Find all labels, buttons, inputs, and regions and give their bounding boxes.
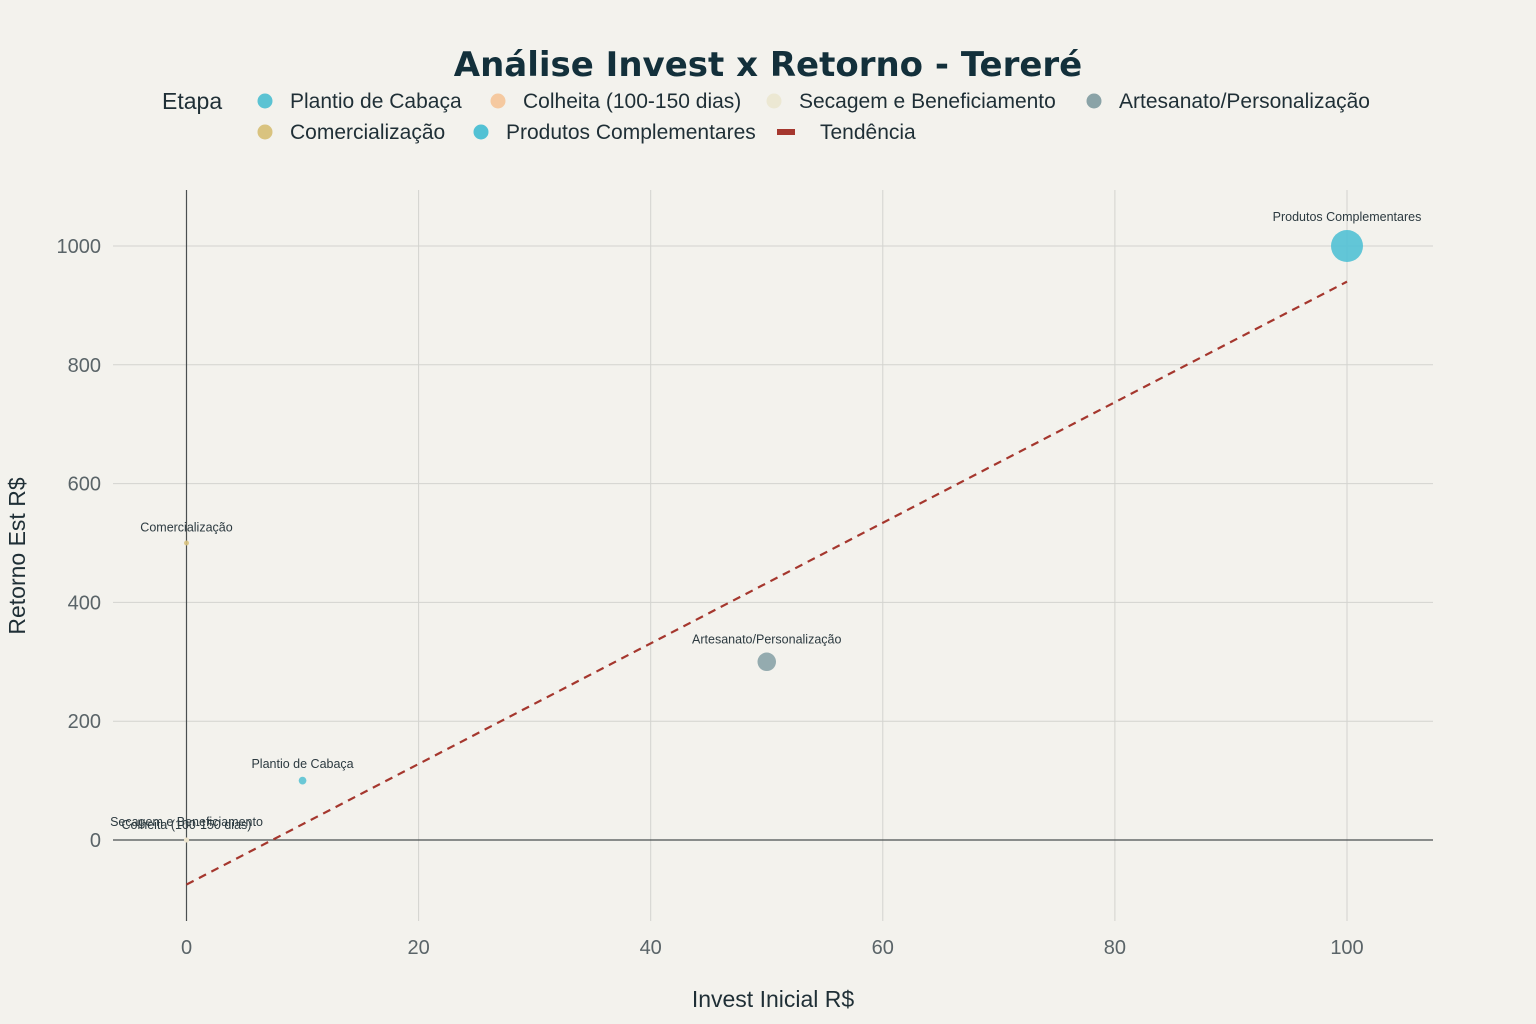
x-tick-label: 40: [640, 937, 662, 959]
legend-marker: [490, 93, 506, 109]
chart-title: Análise Invest x Retorno - Tereré: [454, 45, 1082, 85]
legend-label: Colheita (100-150 dias): [523, 90, 741, 113]
x-tick-label: 0: [181, 937, 192, 959]
points-layer: [184, 230, 1363, 843]
data-point: [1331, 230, 1363, 262]
legend-marker: [257, 124, 273, 140]
y-tick-label: 0: [90, 830, 101, 852]
y-tick-label: 200: [68, 711, 101, 733]
data-label: Comercialização: [140, 521, 232, 535]
trendline-layer: [185, 280, 1348, 886]
legend: Etapa Plantio de Cabaça Colheita (100-150…: [162, 88, 1370, 144]
data-label: Produtos Complementares: [1273, 210, 1422, 224]
legend-marker: [766, 93, 782, 109]
legend-label: Comercialização: [290, 121, 445, 144]
grid: [113, 190, 1433, 921]
legend-label: Plantio de Cabaça: [290, 90, 462, 113]
data-label: Plantio de Cabaça: [251, 757, 353, 771]
legend-label: Tendência: [820, 121, 916, 144]
legend-line-swatch: [777, 129, 795, 135]
data-label: Secagem e Beneficiamento: [110, 815, 263, 829]
legend-label: Produtos Complementares: [506, 121, 756, 144]
data-label: Artesanato/Personalização: [692, 633, 841, 647]
data-point: [184, 837, 189, 843]
data-point: [184, 540, 189, 546]
y-tick-label: 1000: [57, 236, 102, 258]
trendline: [185, 280, 1348, 886]
legend-label: Secagem e Beneficiamento: [799, 90, 1056, 113]
data-label: Colheita (100-150 dias): [122, 818, 252, 832]
y-tick-label: 400: [68, 592, 101, 614]
legend-label: Artesanato/Personalização: [1119, 90, 1370, 113]
data-point: [298, 776, 307, 785]
x-tick-label: 20: [407, 937, 429, 959]
y-tick-label: 600: [68, 474, 101, 496]
legend-marker: [473, 124, 489, 140]
legend-marker: [1086, 93, 1102, 109]
data-point: [757, 652, 776, 672]
point-labels-layer: Plantio de Cabaça Colheita (100-150 dias)…: [110, 210, 1421, 832]
x-tick-label: 60: [872, 937, 894, 959]
x-axis-label: Invest Inicial R$: [692, 986, 855, 1012]
x-tick-label: 100: [1330, 937, 1363, 959]
legend-marker: [257, 93, 273, 109]
legend-title: Etapa: [162, 88, 222, 114]
y-tick-label: 800: [68, 355, 101, 377]
y-axis-label: Retorno Est R$: [4, 477, 30, 634]
x-tick-label: 80: [1104, 937, 1126, 959]
